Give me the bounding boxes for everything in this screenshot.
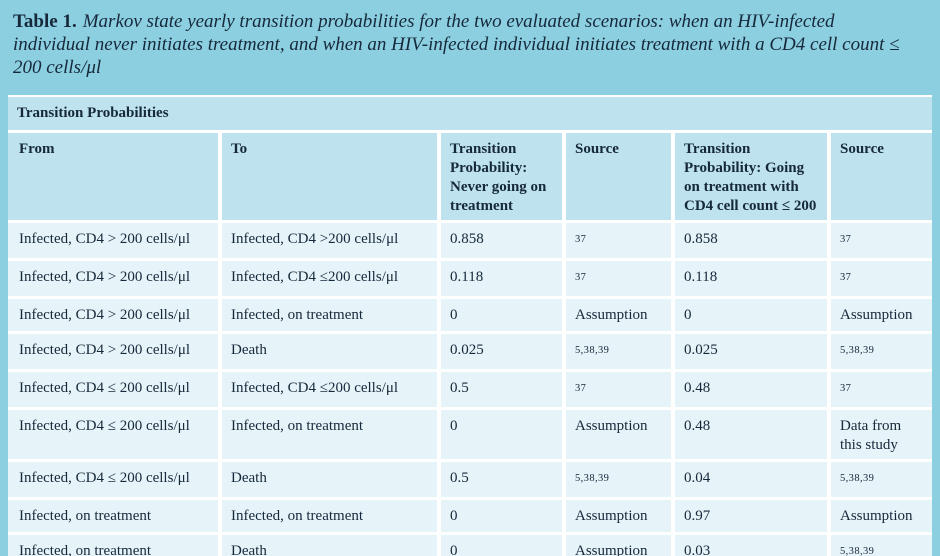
cell-to-state: Infected, on treatment <box>222 410 437 459</box>
column-header-to: To <box>222 133 437 220</box>
cell-source-never: Assumption <box>566 535 671 556</box>
cell-source-never: 37 <box>566 261 671 296</box>
cell-probability-treatment: 0 <box>675 299 827 331</box>
cell-source-treatment: Data from this study <box>831 410 932 459</box>
cell-from-state: Infected, CD4 > 200 cells/μl <box>8 261 218 296</box>
source-reference: 5,38,39 <box>840 345 875 356</box>
cell-source-treatment: 5,38,39 <box>831 535 932 556</box>
column-header-source-never: Source <box>566 133 671 220</box>
column-header-from: From <box>8 133 218 220</box>
cell-source-treatment: 5,38,39 <box>831 462 932 497</box>
cell-to-state: Infected, CD4 ≤200 cells/μl <box>222 261 437 296</box>
cell-source-treatment: 37 <box>831 261 932 296</box>
source-reference: 5,38,39 <box>575 473 610 484</box>
cell-probability-treatment: 0.858 <box>675 223 827 258</box>
cell-source-treatment: Assumption <box>831 299 932 331</box>
cell-from-state: Infected, CD4 > 200 cells/μl <box>8 223 218 258</box>
transition-probabilities-table: Transition Probabilities From To Transit… <box>8 95 932 556</box>
cell-to-state: Infected, CD4 >200 cells/μl <box>222 223 437 258</box>
cell-source-never: 5,38,39 <box>566 334 671 369</box>
source-reference: Assumption <box>575 543 648 556</box>
cell-source-treatment: 37 <box>831 223 932 258</box>
column-header-probability-never: Transition Probability: Never going on t… <box>441 133 562 220</box>
source-reference: 5,38,39 <box>840 473 875 484</box>
source-reference: Assumption <box>840 508 913 524</box>
cell-probability-never: 0.025 <box>441 334 562 369</box>
cell-from-state: Infected, on treatment <box>8 535 218 556</box>
cell-probability-treatment: 0.48 <box>675 410 827 459</box>
source-reference: 37 <box>840 383 852 394</box>
cell-to-state: Death <box>222 334 437 369</box>
source-reference: 5,38,39 <box>840 546 875 556</box>
cell-probability-never: 0.858 <box>441 223 562 258</box>
cell-probability-never: 0 <box>441 299 562 331</box>
cell-probability-treatment: 0.04 <box>675 462 827 497</box>
cell-source-never: 5,38,39 <box>566 462 671 497</box>
source-reference: Data from this study <box>840 418 902 453</box>
source-reference: Assumption <box>575 418 648 434</box>
cell-from-state: Infected, CD4 > 200 cells/μl <box>8 299 218 331</box>
cell-to-state: Death <box>222 462 437 497</box>
cell-probability-never: 0 <box>441 535 562 556</box>
cell-source-treatment: Assumption <box>831 500 932 532</box>
cell-probability-treatment: 0.48 <box>675 372 827 407</box>
source-reference: 5,38,39 <box>575 345 610 356</box>
cell-probability-never: 0.118 <box>441 261 562 296</box>
cell-probability-never: 0 <box>441 410 562 459</box>
cell-source-never: 37 <box>566 372 671 407</box>
source-reference: Assumption <box>575 307 648 323</box>
cell-to-state: Infected, CD4 ≤200 cells/μl <box>222 372 437 407</box>
cell-source-treatment: 37 <box>831 372 932 407</box>
cell-to-state: Infected, on treatment <box>222 299 437 331</box>
column-header-source-treatment: Source <box>831 133 932 220</box>
cell-probability-treatment: 0.025 <box>675 334 827 369</box>
cell-from-state: Infected, CD4 ≤ 200 cells/μl <box>8 372 218 407</box>
source-reference: 37 <box>575 234 587 245</box>
cell-probability-treatment: 0.97 <box>675 500 827 532</box>
table-caption-text: Markov state yearly transition probabili… <box>13 11 900 78</box>
cell-source-never: 37 <box>566 223 671 258</box>
source-reference: 37 <box>575 272 587 283</box>
cell-probability-never: 0.5 <box>441 462 562 497</box>
cell-from-state: Infected, CD4 > 200 cells/μl <box>8 334 218 369</box>
table-section-title: Transition Probabilities <box>8 97 932 130</box>
table-caption-label: Table 1. <box>13 11 77 32</box>
cell-probability-treatment: 0.118 <box>675 261 827 296</box>
source-reference: 37 <box>840 234 852 245</box>
cell-from-state: Infected, CD4 ≤ 200 cells/μl <box>8 410 218 459</box>
source-reference: Assumption <box>575 508 648 524</box>
source-reference: Assumption <box>840 307 913 323</box>
cell-from-state: Infected, on treatment <box>8 500 218 532</box>
cell-probability-never: 0 <box>441 500 562 532</box>
cell-to-state: Infected, on treatment <box>222 500 437 532</box>
cell-probability-never: 0.5 <box>441 372 562 407</box>
cell-source-never: Assumption <box>566 500 671 532</box>
cell-from-state: Infected, CD4 ≤ 200 cells/μl <box>8 462 218 497</box>
column-header-probability-treatment: Transition Probability: Going on treatme… <box>675 133 827 220</box>
table-caption: Table 1. Markov state yearly transition p… <box>0 0 940 95</box>
cell-to-state: Death <box>222 535 437 556</box>
cell-source-never: Assumption <box>566 299 671 331</box>
cell-probability-treatment: 0.03 <box>675 535 827 556</box>
source-reference: 37 <box>840 272 852 283</box>
cell-source-never: Assumption <box>566 410 671 459</box>
cell-source-treatment: 5,38,39 <box>831 334 932 369</box>
source-reference: 37 <box>575 383 587 394</box>
